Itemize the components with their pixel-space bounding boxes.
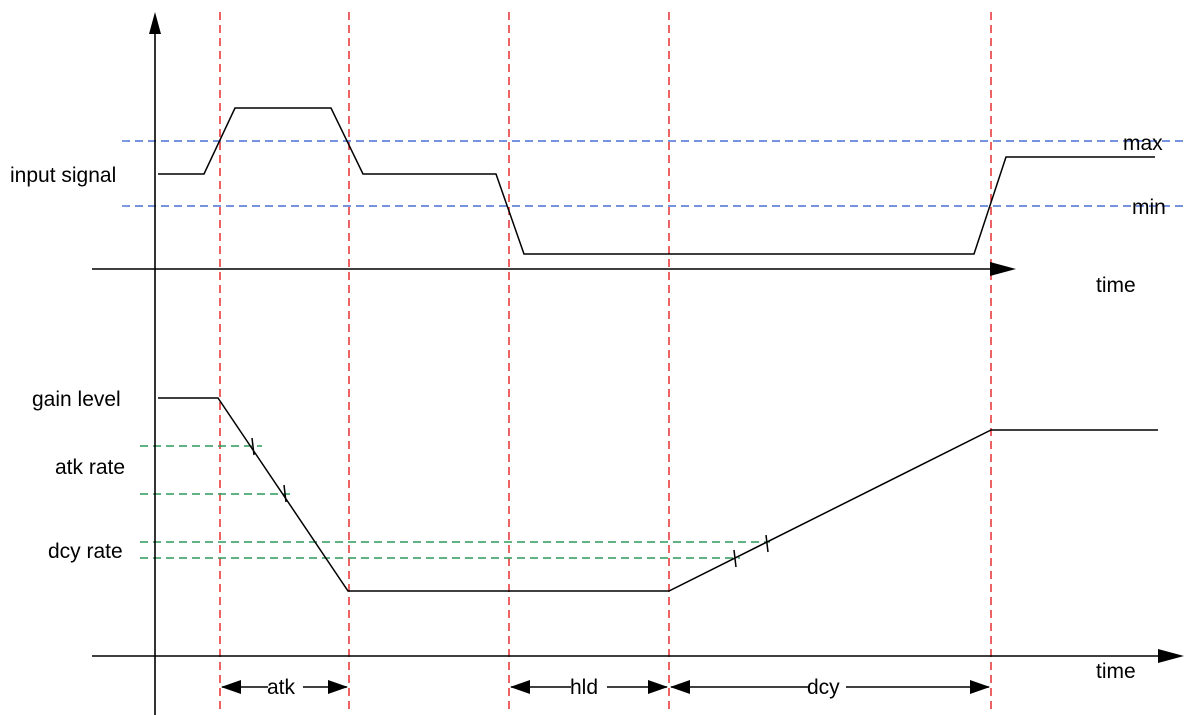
gain-level-label: gain level: [32, 388, 121, 411]
time-axis-top-arrow-icon: [990, 262, 1016, 276]
input-signal-waveform: [158, 107, 1155, 255]
dcy-rate-tick-1: [733, 549, 737, 568]
max-label: max: [1123, 132, 1163, 155]
dcy-duration-label: dcy: [807, 676, 840, 699]
gain-level-waveform: [158, 397, 1158, 592]
hld-duration-label: hld: [570, 676, 598, 699]
dcy-rate-label: dcy rate: [48, 540, 123, 563]
min-label: min: [1132, 196, 1166, 219]
atk-rate-tick-1: [251, 437, 255, 456]
time-axis-top-label: time: [1096, 274, 1136, 297]
time-axis-bottom-arrow-icon: [1158, 649, 1184, 663]
time-axis-bottom-label: time: [1096, 660, 1136, 683]
atk-duration-label: atk: [267, 676, 296, 699]
atk-rate-tick-2: [283, 484, 287, 503]
dcy-rate-tick-2: [765, 534, 769, 553]
input-signal-label: input signal: [10, 164, 116, 187]
y-axis-arrow-icon: [149, 12, 161, 34]
atk-rate-label: atk rate: [55, 456, 125, 479]
